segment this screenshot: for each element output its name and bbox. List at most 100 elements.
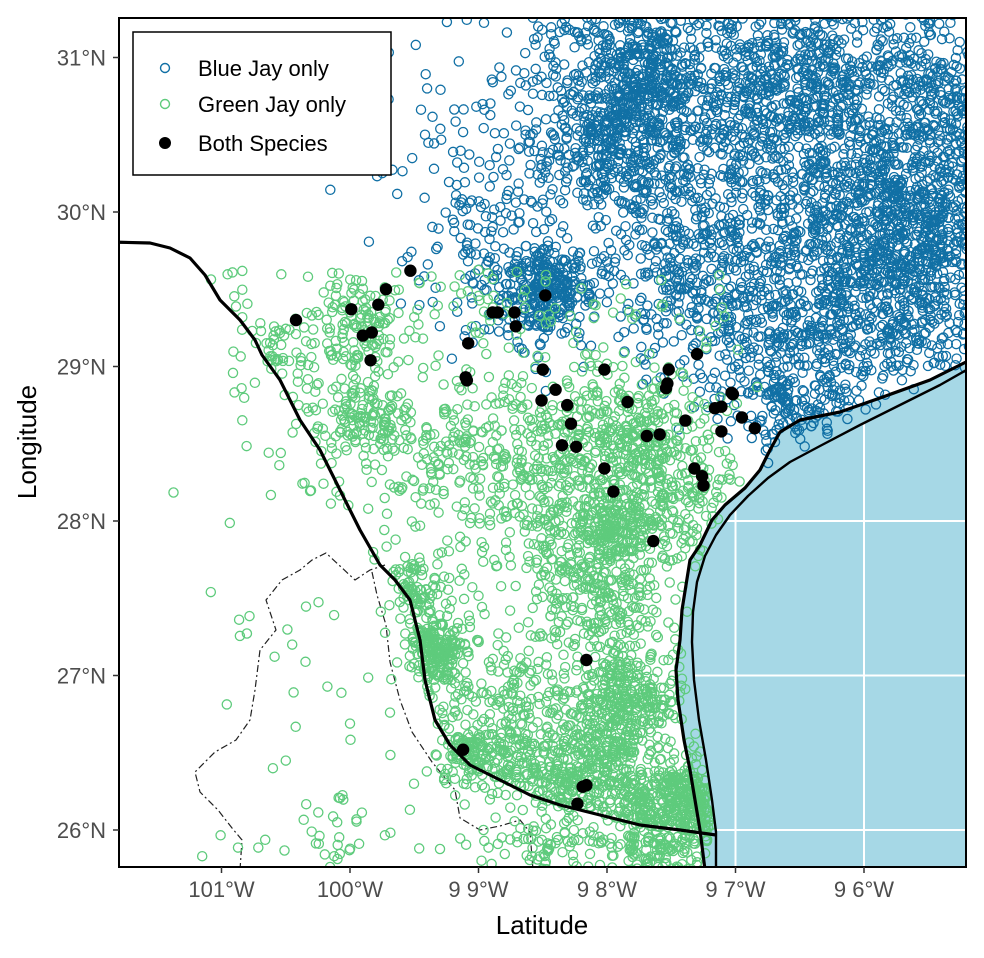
- blue-jay-point: [577, 90, 589, 101]
- blue-jay-point: [805, 0, 814, 1]
- blue-jay-point: [532, 279, 544, 290]
- blue-jay-point: [615, 47, 627, 58]
- blue-jay-point: [629, 43, 640, 55]
- blue-jay-point: [796, 5, 805, 14]
- blue-jay-point: [974, 149, 983, 158]
- blue-jay-point: [622, 153, 633, 165]
- blue-jay-point: [974, 240, 983, 249]
- blue-jay-point: [965, 269, 966, 272]
- blue-jay-point: [973, 95, 982, 104]
- blue-jay-point: [545, 189, 556, 200]
- blue-jay-point: [541, 161, 552, 172]
- blue-jay-point: [880, 4, 889, 13]
- blue-jay-point: [586, 18, 597, 26]
- blue-jay-point: [604, 73, 615, 85]
- blue-jay-point: [530, 319, 541, 330]
- blue-jay-point: [878, 0, 887, 7]
- blue-jay-point: [668, 140, 680, 151]
- blue-jay-point: [588, 118, 600, 130]
- blue-jay-point: [590, 6, 599, 15]
- blue-jay-point: [973, 193, 982, 202]
- blue-jay-point: [979, 162, 984, 171]
- blue-jay-point: [965, 218, 966, 224]
- blue-jay-point: [976, 186, 984, 195]
- blue-jay-point: [972, 268, 981, 277]
- blue-jay-point: [614, 172, 626, 184]
- blue-jay-point: [973, 324, 982, 333]
- blue-jay-point: [654, 18, 665, 22]
- blue-jay-point: [579, 103, 590, 115]
- blue-jay-point: [513, 0, 522, 5]
- blue-jay-point: [547, 129, 558, 140]
- blue-jay-point: [589, 134, 600, 146]
- gulf-of-mexico-water: [692, 370, 966, 867]
- blue-jay-point: [603, 237, 614, 249]
- blue-jay-point: [636, 0, 645, 6]
- blue-jay-point: [639, 57, 651, 68]
- blue-jay-point: [672, 122, 683, 134]
- blue-jay-point: [979, 120, 984, 129]
- blue-jay-point: [973, 87, 982, 96]
- blue-jay-point: [544, 90, 555, 102]
- blue-jay-point: [550, 241, 562, 253]
- blue-jay-point: [554, 195, 566, 206]
- blue-jay-point: [520, 240, 532, 252]
- blue-jay-point: [970, 113, 979, 122]
- blue-jay-point: [470, 249, 482, 260]
- blue-jay-point: [628, 54, 639, 66]
- blue-jay-point: [622, 18, 628, 19]
- blue-jay-point: [595, 107, 606, 118]
- blue-jay-point: [493, 281, 505, 293]
- blue-jay-point: [533, 251, 545, 262]
- blue-jay-point: [972, 168, 981, 177]
- blue-jay-point: [974, 209, 983, 218]
- blue-jay-point: [570, 318, 582, 330]
- blue-jay-point: [661, 3, 670, 12]
- blue-jay-point: [535, 262, 547, 274]
- blue-jay-point: [688, 18, 700, 25]
- blue-jay-point: [625, 148, 637, 159]
- blue-jay-point: [590, 90, 602, 101]
- blue-jay-point: [581, 34, 592, 45]
- blue-jay-point: [978, 240, 984, 249]
- blue-jay-point: [631, 221, 643, 233]
- blue-jay-point: [614, 148, 626, 159]
- blue-jay-point: [745, 8, 754, 17]
- blue-jay-point: [524, 291, 536, 303]
- blue-jay-point: [576, 273, 587, 284]
- blue-jay-point: [543, 147, 555, 159]
- blue-jay-point: [559, 143, 570, 154]
- blue-jay-point: [973, 225, 982, 234]
- blue-jay-point: [582, 280, 593, 292]
- blue-jay-point: [527, 18, 539, 23]
- blue-jay-point: [980, 81, 984, 90]
- blue-jay-point: [577, 194, 589, 205]
- blue-jay-point: [652, 142, 663, 154]
- blue-jay-point: [973, 122, 982, 131]
- blue-jay-point: [536, 140, 548, 152]
- blue-jay-point: [601, 160, 612, 172]
- blue-jay-point: [644, 90, 655, 102]
- blue-jay-point: [741, 8, 750, 17]
- blue-jay-point: [978, 361, 984, 370]
- blue-jay-point: [551, 276, 562, 288]
- blue-jay-point: [972, 184, 981, 193]
- blue-jay-point: [621, 18, 632, 23]
- blue-jay-point: [780, 3, 789, 12]
- blue-jay-point: [612, 6, 621, 15]
- blue-jay-point: [624, 0, 633, 9]
- blue-jay-point: [666, 4, 675, 13]
- blue-jay-point: [575, 261, 586, 272]
- mexico-state-boundary: [194, 552, 386, 867]
- blue-jay-point: [530, 297, 541, 309]
- blue-jay-point: [644, 65, 655, 77]
- blue-jay-point: [529, 145, 540, 157]
- blue-jay-point: [770, 7, 779, 16]
- blue-jay-point: [977, 145, 984, 154]
- blue-jay-point: [689, 49, 701, 61]
- blue-jay-point: [975, 321, 984, 330]
- blue-jay-point: [577, 60, 588, 71]
- blue-jay-point: [582, 0, 591, 5]
- blue-jay-point: [504, 155, 515, 166]
- blue-jay-point: [614, 40, 626, 51]
